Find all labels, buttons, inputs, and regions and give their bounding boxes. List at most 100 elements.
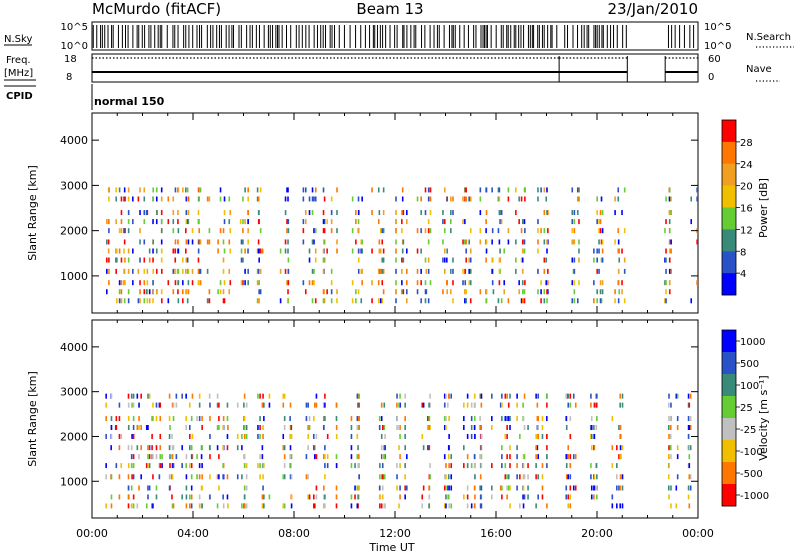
echo-cell [190,445,193,451]
echo-cell [377,268,380,274]
echo-cell [330,196,333,202]
echo-cell [416,228,419,234]
echo-cell [599,219,602,225]
echo-cell [623,268,626,274]
echo-cell [143,210,146,216]
echo-cell [308,248,311,254]
echo-cell [401,196,404,202]
echo-cell [401,210,403,216]
echo-cell [379,228,382,234]
echo-cell [463,445,465,451]
echo-cell [509,463,511,469]
echo-cell [151,416,153,422]
echo-cell [311,239,314,245]
echo-cell [479,239,482,245]
echo-cell [358,393,361,399]
echo-cell [187,210,190,216]
echo-cell [243,416,246,422]
echo-cell [619,485,621,491]
echo-cell [313,402,316,408]
echo-cell [305,416,308,422]
echo-cell [447,485,449,491]
echo-cell [547,210,549,216]
echo-cell [120,210,123,216]
echo-cell [427,239,430,245]
echo-cell [509,416,511,422]
cpid-value: normal 150 [94,95,165,108]
echo-cell [201,474,203,480]
echo-cell [152,298,154,304]
echo-cell [507,298,510,304]
echo-cell [244,248,246,254]
echo-cell [447,494,450,500]
echo-cell [330,219,333,225]
echo-cell [219,196,222,202]
echo-cell [424,257,427,263]
echo-cell [160,210,163,216]
echo-cell [595,393,598,399]
echo-cell [497,298,500,304]
echo-cell [500,210,503,216]
echo-cell [244,187,246,193]
echo-cell [356,433,359,439]
echo-cell [401,268,403,274]
echo-cell [222,228,225,234]
echo-cell [110,474,113,480]
echo-cell [688,402,691,408]
echo-cell [226,494,229,500]
echo-cell [282,393,285,399]
echo-cell [315,433,318,439]
x-tick-label: 08:00 [278,527,310,540]
echo-cell [406,210,408,216]
echo-cell [473,425,476,431]
echo-cell [498,196,501,202]
echo-cell [380,503,383,509]
echo-cell [172,402,175,408]
echo-cell [578,187,580,193]
echo-cell [573,298,576,304]
colorbar-cell [722,330,736,353]
echo-cell [190,494,193,500]
echo-cell [188,494,191,500]
echo-cell [132,280,134,286]
echo-cell [593,298,595,304]
echo-cell [152,280,155,286]
echo-cell [175,402,178,408]
echo-cell [185,425,187,431]
echo-cell [322,298,325,304]
echo-cell [379,463,381,469]
echo-cell [130,393,133,399]
echo-cell [669,416,672,422]
echo-cell [480,433,483,439]
echo-cell [665,268,667,274]
echo-cell [623,228,626,234]
echo-cell [289,474,292,480]
echo-cell [223,248,226,254]
echo-cell [118,402,121,408]
echo-cell [118,433,121,439]
echo-cell [424,187,427,193]
echo-cell [151,433,153,439]
echo-cell [145,463,148,469]
echo-cell [287,248,289,254]
echo-cell [127,219,130,225]
echo-cell [524,280,526,286]
echo-cell [259,268,262,274]
echo-cell [491,494,493,500]
echo-cell [171,463,174,469]
echo-cell [381,239,384,245]
echo-cell [504,393,507,399]
echo-cell [191,239,194,245]
echo-cell [480,463,483,469]
echo-cell [428,485,430,491]
echo-cell [614,210,616,216]
echo-cell [523,289,526,295]
echo-cell [380,416,383,422]
echo-cell [675,503,678,509]
x-tick-label: 20:00 [581,527,613,540]
echo-cell [137,268,140,274]
echo-cell [245,433,248,439]
echo-cell [509,393,511,399]
echo-cell [357,494,359,500]
echo-cell [491,463,493,469]
